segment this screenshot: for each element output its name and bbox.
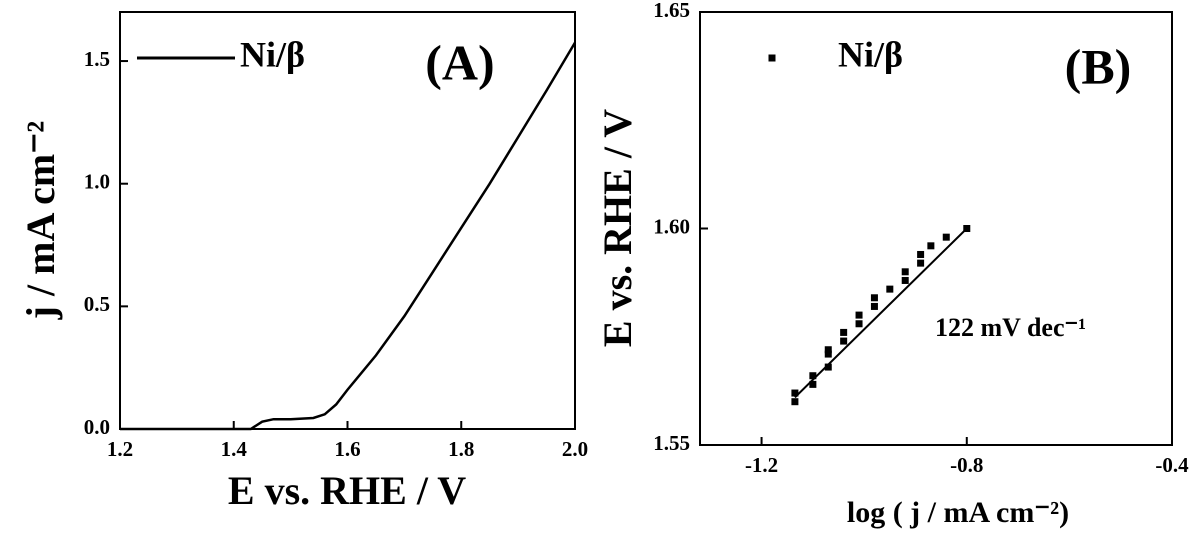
legend-label: Ni/β <box>838 34 903 74</box>
data-point <box>791 398 799 406</box>
data-point <box>855 320 863 328</box>
y-tick-label: 1.55 <box>653 431 690 455</box>
data-line <box>120 42 577 431</box>
x-tick-label: -0.8 <box>950 453 983 477</box>
data-point <box>870 302 878 310</box>
data-point <box>855 311 863 319</box>
panel-label: (A) <box>425 34 494 90</box>
x-tick-label: 2.0 <box>562 437 588 461</box>
y-axis-title: j / mA cm⁻² <box>18 121 63 321</box>
legend-label: Ni/β <box>240 34 305 74</box>
x-tick-label: 1.2 <box>107 437 133 461</box>
data-point <box>917 259 925 267</box>
data-point <box>942 233 950 241</box>
data-point <box>901 268 909 276</box>
x-tick-label: -0.4 <box>1155 453 1189 477</box>
y-tick-label: 1.65 <box>653 0 690 22</box>
x-tick-label: 1.6 <box>334 437 360 461</box>
x-axis-title: E vs. RHE / V <box>228 468 466 513</box>
data-point <box>917 250 925 258</box>
x-tick-label: 1.8 <box>448 437 474 461</box>
data-point <box>886 285 894 293</box>
data-point <box>809 380 817 388</box>
data-point <box>809 372 817 380</box>
data-point <box>840 337 848 345</box>
y-tick-label: 0.0 <box>84 415 110 439</box>
fit-line <box>794 227 968 399</box>
y-tick-label: 1.5 <box>84 47 110 71</box>
data-point <box>791 389 799 397</box>
y-tick-label: 0.5 <box>84 292 110 316</box>
data-point <box>870 294 878 302</box>
panel-label: (B) <box>1065 38 1132 94</box>
data-point <box>901 276 909 284</box>
y-axis-title: E vs. RHE / V <box>595 109 640 347</box>
annotation: 122 mV dec⁻¹ <box>935 313 1086 342</box>
y-tick-label: 1.0 <box>84 170 110 194</box>
data-point <box>824 350 832 358</box>
x-tick-label: -1.2 <box>745 453 778 477</box>
data-point <box>927 242 935 250</box>
x-tick-label: 1.4 <box>221 437 248 461</box>
legend-marker <box>768 54 776 62</box>
x-axis-title: log ( j / mA cm⁻²) <box>847 496 1069 529</box>
data-point <box>824 363 832 371</box>
plot-frame <box>119 11 576 430</box>
data-point <box>840 328 848 336</box>
data-point <box>824 346 832 354</box>
y-tick-label: 1.60 <box>653 214 690 238</box>
